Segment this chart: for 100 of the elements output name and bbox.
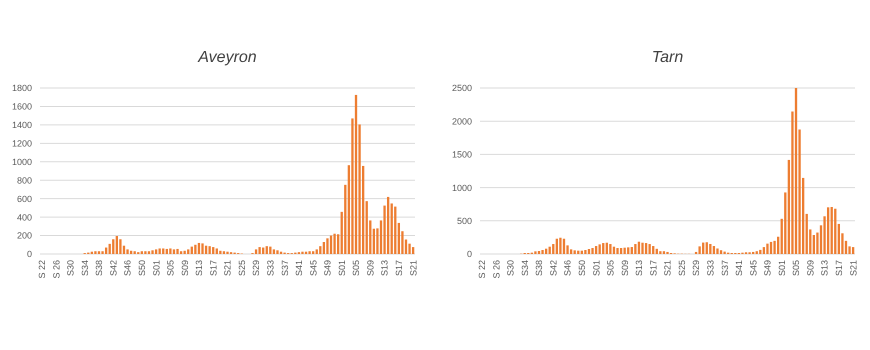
x-tick-label: S37 (720, 260, 730, 276)
bar (759, 250, 762, 254)
bar (602, 243, 604, 254)
x-tick-label: S01 (591, 260, 602, 276)
x-tick-label: S29 (691, 260, 702, 276)
y-tick-label: 1000 (12, 156, 32, 167)
bar (662, 251, 666, 254)
x-tick-label: S41 (294, 260, 304, 276)
x-tick-label: S50 (136, 260, 147, 276)
bar (756, 251, 758, 254)
x-tick-label: S33 (705, 260, 716, 276)
bar (208, 246, 211, 254)
bar (580, 250, 583, 254)
bar (162, 248, 164, 254)
bar (130, 250, 132, 254)
bar (773, 240, 776, 254)
bar (180, 251, 182, 254)
x-tick-label: S17 (834, 260, 844, 276)
bar (630, 247, 633, 254)
bar (272, 249, 276, 254)
x-tick-label: S05 (351, 260, 362, 276)
bar (559, 238, 562, 254)
x-tick-label: S05 (606, 260, 616, 276)
bar (606, 242, 608, 254)
bar (574, 250, 576, 254)
bar (94, 251, 97, 254)
bar (598, 244, 601, 254)
x-tick-label: S13 (820, 260, 830, 276)
x-tick-label: S21 (222, 260, 233, 276)
bar (830, 206, 833, 254)
bar (119, 239, 122, 254)
x-tick-label: S17 (208, 260, 218, 276)
x-tick-label: S38 (94, 260, 104, 276)
y-tick-label: 1200 (12, 138, 32, 148)
bar (826, 207, 830, 254)
x-tick-label: S25 (236, 260, 247, 276)
x-tick-label: S 26 (51, 260, 62, 279)
x-tick-label: S33 (265, 260, 276, 276)
bar (386, 196, 390, 254)
x-tick-label: S17 (394, 260, 404, 276)
bar (322, 242, 326, 254)
x-tick-label: S 22 (477, 260, 488, 279)
x-tick-label: S49 (322, 260, 333, 276)
bar (269, 246, 272, 254)
bar (706, 242, 708, 254)
bar (158, 248, 161, 254)
bar (702, 242, 704, 254)
x-tick-label: S46 (562, 260, 573, 276)
bar (194, 244, 197, 254)
x-tick-label: S30 (66, 260, 76, 276)
bar (584, 250, 587, 254)
bar (394, 206, 396, 254)
y-tick-label: 600 (16, 194, 32, 204)
bar (634, 244, 637, 254)
x-tick-label: S49 (762, 260, 773, 276)
y-tick-label: 1800 (12, 83, 32, 94)
x-tick-label: S25 (676, 260, 687, 276)
x-tick-label: S46 (122, 260, 133, 276)
x-tick-label: S 26 (491, 260, 502, 279)
bar (190, 246, 193, 254)
x-tick-label: S42 (548, 260, 558, 276)
y-tick-label: 0 (466, 249, 472, 260)
bar (712, 246, 716, 254)
x-tick-label: S01 (336, 260, 347, 276)
x-tick-label: S45 (308, 260, 318, 276)
bar (116, 236, 118, 254)
bar (333, 234, 336, 254)
x-tick-label: S17 (648, 260, 658, 276)
bar (212, 247, 214, 254)
bar (219, 250, 222, 254)
y-tick-label: 500 (456, 216, 472, 226)
bar (134, 251, 136, 254)
x-tick-label: S09 (180, 260, 190, 276)
bar (656, 248, 658, 254)
x-tick-label: S29 (251, 260, 262, 276)
bar (652, 246, 654, 254)
y-tick-label: 1500 (452, 150, 472, 160)
bar (222, 251, 226, 254)
x-tick-label: S09 (805, 260, 816, 276)
bar (659, 251, 662, 254)
bar (154, 249, 158, 254)
y-tick-label: 1600 (12, 102, 32, 112)
bar (308, 251, 311, 254)
chart-title: Aveyron (197, 49, 257, 66)
bar (609, 244, 612, 254)
x-tick-label: S37 (280, 260, 290, 276)
bar (184, 250, 186, 254)
bar (144, 251, 147, 254)
y-tick-label: 2500 (452, 83, 472, 94)
bar (266, 246, 268, 254)
x-tick-label: S34 (80, 260, 90, 276)
bar (319, 246, 322, 254)
bar (312, 251, 314, 254)
bar (620, 248, 622, 254)
x-tick-label: S30 (506, 260, 516, 276)
x-tick-label: S01 (151, 260, 162, 276)
bar (262, 248, 264, 254)
x-tick-label: S42 (108, 260, 118, 276)
x-tick-label: S13 (194, 260, 204, 276)
y-tick-label: 1400 (12, 120, 32, 130)
